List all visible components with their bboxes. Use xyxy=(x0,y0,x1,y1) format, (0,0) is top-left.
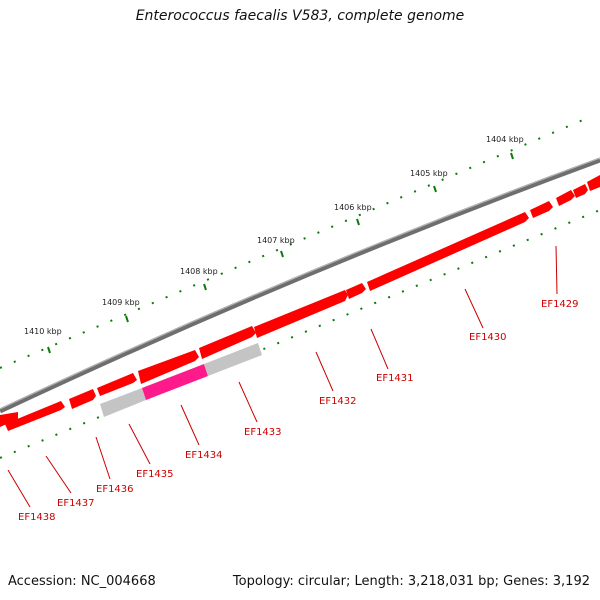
gene-label: EF1432 xyxy=(319,396,357,407)
genome-summary: Topology: circular; Length: 3,218,031 bp… xyxy=(232,574,590,589)
gene-arrow xyxy=(97,373,137,396)
gene-label: EF1429 xyxy=(541,299,579,310)
ruler-label: 1406 kbp xyxy=(334,203,372,212)
gene-labels: EF1429 EF1430 EF1431 EF1432 EF1433 EF143… xyxy=(18,299,579,523)
gene-arrow xyxy=(573,184,588,198)
gene-arrow xyxy=(530,201,553,218)
gene-box xyxy=(100,388,146,417)
ruler-label: 1407 kbp xyxy=(257,236,295,245)
genes-reverse xyxy=(100,343,262,417)
ruler-label: 1405 kbp xyxy=(410,169,448,178)
leader-line xyxy=(7,469,31,508)
gene-arrow xyxy=(199,326,256,359)
gene-arrow xyxy=(69,389,96,409)
gene-box xyxy=(142,364,208,400)
ruler-labels: 1404 kbp 1405 kbp 1406 kbp 1407 kbp 1408… xyxy=(24,135,524,354)
ruler-label: 1404 kbp xyxy=(486,135,524,144)
inner-ruler-dots xyxy=(0,209,600,459)
ruler-label: 1410 kbp xyxy=(24,327,62,336)
gene-arrow xyxy=(587,175,600,191)
gene-arrow xyxy=(367,212,529,291)
genes-forward xyxy=(0,175,600,431)
gene-label: EF1438 xyxy=(18,512,56,523)
gene-arrow xyxy=(346,283,366,299)
gene-label: EF1431 xyxy=(376,373,414,384)
gene-arrow xyxy=(138,350,199,384)
leader-line xyxy=(238,381,258,423)
genome-backbone xyxy=(0,157,600,414)
gene-label: EF1433 xyxy=(244,427,282,438)
ruler-label: 1408 kbp xyxy=(180,267,218,276)
leader-line xyxy=(128,423,151,465)
backbone-highlight xyxy=(0,157,600,410)
leader-line xyxy=(315,351,334,392)
outer-tick-ruler xyxy=(0,116,591,369)
inner-tick-ruler xyxy=(0,209,600,459)
gene-label: EF1430 xyxy=(469,332,507,343)
accession-text: Accession: NC_004668 xyxy=(8,574,156,589)
major-tick xyxy=(47,346,51,354)
ruler-label: 1409 kbp xyxy=(102,298,140,307)
leader-line xyxy=(370,328,389,370)
leader-line xyxy=(45,455,72,494)
gene-arrow xyxy=(556,190,575,206)
gene-arrow xyxy=(5,401,65,431)
gene-leaders xyxy=(7,245,558,508)
outer-ruler-dots xyxy=(0,116,591,369)
map-title: Enterococcus faecalis V583, complete gen… xyxy=(135,8,465,24)
major-tick xyxy=(433,185,437,193)
gene-label: EF1437 xyxy=(57,498,95,509)
leader-line xyxy=(555,245,558,295)
leader-line xyxy=(464,288,484,329)
leader-line xyxy=(180,404,200,446)
leader-line xyxy=(95,436,111,480)
major-tick xyxy=(125,315,129,323)
major-tick xyxy=(510,152,514,160)
gene-label: EF1436 xyxy=(96,484,134,495)
gene-label: EF1435 xyxy=(136,469,174,480)
backbone-line xyxy=(0,157,600,414)
gene-arrow xyxy=(0,412,18,427)
major-tick xyxy=(356,218,360,226)
gene-box xyxy=(204,343,262,376)
major-tick xyxy=(280,250,284,258)
major-tick xyxy=(203,283,207,291)
gene-label: EF1434 xyxy=(185,450,223,461)
gene-arrow xyxy=(254,290,348,338)
